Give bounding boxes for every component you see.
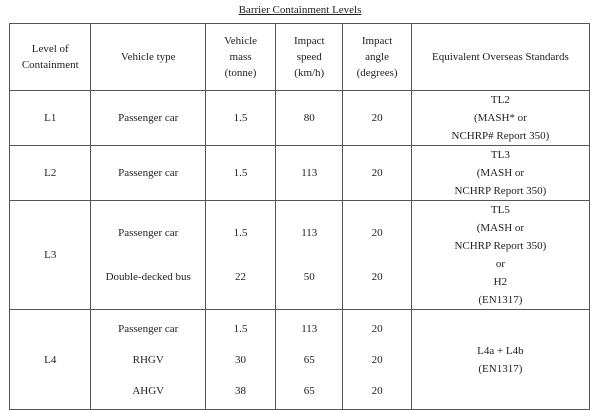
header-text: (degrees)	[356, 67, 398, 79]
header-text: Impact	[361, 35, 393, 47]
vehicle-angle: 20	[371, 271, 383, 283]
header-text: Impact	[293, 35, 325, 47]
standard-text: TL3	[490, 149, 510, 161]
standard-text: NCHRP Report 350)	[454, 185, 547, 197]
standard-text: or	[495, 258, 505, 270]
vehicle-type: AHGV	[132, 384, 165, 397]
vehicle-speed: 113	[301, 167, 318, 179]
vehicle-mass: 22	[235, 271, 247, 283]
type-cell: Passenger car	[90, 145, 206, 201]
standard-text: NCHRP Report 350)	[454, 240, 547, 252]
column-header: Impact speed (km/h)	[275, 23, 344, 91]
vehicle-mass: 1.5	[233, 322, 248, 335]
containment-table: Level of Containment Vehicle type Vehicle ma…	[8, 23, 591, 410]
vehicle-type: Double-decked bus	[105, 271, 191, 283]
standard-text: (MASH or	[476, 222, 525, 234]
angle-cell: 20	[342, 90, 412, 146]
standard-text: (MASH or	[476, 167, 525, 179]
vehicle-mass: 30	[235, 353, 247, 366]
standard-text: H2	[493, 276, 508, 288]
table-row: L4 Passenger car RHGV AHGV 1.5 30 38 113 65 65 20 2…	[8, 309, 591, 410]
table-title: Barrier Containment Levels	[238, 4, 362, 16]
level-cell: L4	[8, 309, 92, 410]
standards-cell: TL5 (MASH or NCHRP Report 350) or H2 (EN1317)	[410, 200, 591, 310]
vehicle-type: Passenger car	[118, 167, 179, 179]
standard-text: TL2	[490, 94, 510, 106]
standard-text: (EN1317)	[478, 362, 523, 375]
table-row: L1 Passenger car 1.5 80 20 TL2 (MASH* or NCHRP#…	[8, 90, 591, 146]
vehicle-mass: 1.5	[233, 227, 248, 239]
standards-cell: TL2 (MASH* or NCHRP# Report 350)	[410, 90, 591, 146]
vehicle-mass: 38	[235, 384, 247, 397]
header-text: Equivalent Overseas Standards	[431, 51, 569, 63]
speed-cell: 113 65 65	[275, 309, 344, 410]
vehicle-angle: 20	[371, 112, 383, 124]
header-row: Level of Containment Vehicle type Vehicle ma…	[8, 23, 591, 91]
level-cell: L2	[8, 145, 92, 201]
vehicle-angle: 20	[371, 167, 383, 179]
vehicle-angle: 20	[371, 227, 383, 239]
level-cell: L3	[8, 200, 92, 310]
vehicle-speed: 113	[301, 322, 318, 335]
vehicle-type: Passenger car	[118, 112, 179, 124]
column-header: Impact angle (degrees)	[342, 23, 412, 91]
level-cell: L1	[8, 90, 92, 146]
speed-cell: 113 50	[275, 200, 344, 310]
vehicle-angle: 20	[371, 322, 383, 335]
table-row: L2 Passenger car 1.5 113 20 TL3 (MASH or NCHRP …	[8, 145, 591, 201]
column-header: Vehicle type	[90, 23, 206, 91]
type-cell: Passenger car	[90, 90, 206, 146]
vehicle-mass: 1.5	[233, 167, 248, 179]
column-header: Vehicle mass (tonne)	[204, 23, 277, 91]
standards-cell: TL3 (MASH or NCHRP Report 350)	[410, 145, 591, 201]
type-cell: Passenger car RHGV AHGV	[90, 309, 206, 410]
vehicle-speed: 80	[303, 112, 315, 124]
standard-text: (MASH* or	[473, 112, 527, 124]
header-text: Containment	[21, 59, 79, 71]
header-text: (tonne)	[224, 67, 257, 79]
vehicle-speed: 65	[303, 384, 315, 397]
vehicle-type: Passenger car	[118, 322, 179, 335]
column-header: Equivalent Overseas Standards	[410, 23, 591, 91]
standard-text: L4a + L4b	[477, 344, 524, 357]
header-text: Level of	[31, 43, 69, 55]
standard-text: TL5	[490, 204, 510, 216]
type-cell: Passenger car Double-decked bus	[90, 200, 206, 310]
vehicle-mass: 1.5	[233, 112, 248, 124]
vehicle-angle: 20	[371, 353, 383, 366]
mass-cell: 1.5	[204, 145, 277, 201]
mass-cell: 1.5 22	[204, 200, 277, 310]
vehicle-speed: 113	[301, 227, 318, 239]
speed-cell: 80	[275, 90, 344, 146]
angle-cell: 20	[342, 145, 412, 201]
standards-cell: L4a + L4b (EN1317)	[410, 309, 591, 410]
standard-text: NCHRP# Report 350)	[451, 130, 550, 142]
header-text: Vehicle	[224, 35, 258, 47]
header-text: angle	[365, 51, 389, 63]
vehicle-speed: 65	[303, 353, 315, 366]
header-text: (km/h)	[294, 67, 325, 79]
header-text: mass	[229, 51, 252, 63]
vehicle-type: RHGV	[132, 353, 164, 366]
column-header: Level of Containment	[8, 23, 92, 91]
angle-cell: 20 20	[342, 200, 412, 310]
header-text: speed	[296, 51, 322, 63]
mass-cell: 1.5	[204, 90, 277, 146]
speed-cell: 113	[275, 145, 344, 201]
angle-cell: 20 20 20	[342, 309, 412, 410]
table-row: L3 Passenger car Double-decked bus 1.5 22 113…	[8, 200, 591, 310]
standard-text: (EN1317)	[478, 294, 523, 306]
mass-cell: 1.5 30 38	[204, 309, 277, 410]
vehicle-angle: 20	[371, 384, 383, 397]
vehicle-type: Passenger car	[118, 227, 179, 239]
vehicle-speed: 50	[303, 271, 315, 283]
header-text: Vehicle type	[120, 51, 176, 63]
